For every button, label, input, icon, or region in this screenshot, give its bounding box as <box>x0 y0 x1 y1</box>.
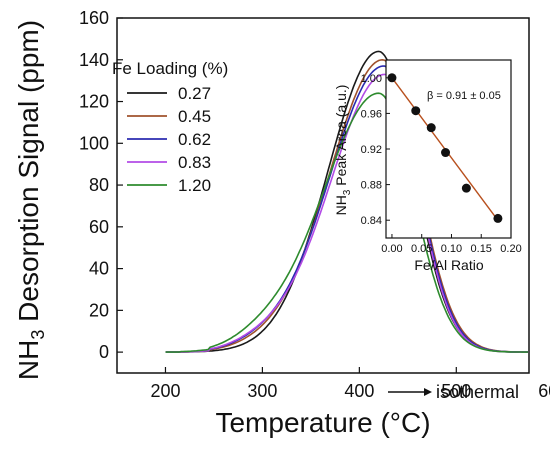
main-y-tick-label: 120 <box>79 92 109 112</box>
series-line-0-83 <box>165 73 528 353</box>
legend-label-0-83: 0.83 <box>178 153 211 172</box>
legend-label-1-20: 1.20 <box>178 176 211 195</box>
main-axis-ticks: 200 300 400 500 600 0 20 40 60 80 100 120 140 160 <box>79 8 550 401</box>
inset-y-tick-label: 0.88 <box>361 180 382 192</box>
inset-x-tick-label: 0.05 <box>411 243 432 255</box>
inset-x-tick-label: 0.20 <box>500 243 521 255</box>
series-line-0-45 <box>165 58 528 353</box>
inset-y-axis-label: NH3 Peak Area (a.u.) <box>333 85 353 216</box>
isothermal-label: isothermal <box>436 382 519 402</box>
main-y-tick-label: 140 <box>79 50 109 70</box>
inset-y-tick-label: 1.00 <box>361 73 382 85</box>
inset-annotation: β = 0.91 ± 0.05 <box>427 90 501 102</box>
main-y-tick-label: 160 <box>79 8 109 28</box>
isothermal-arrow-head <box>424 388 432 396</box>
inset-data-point <box>426 123 436 133</box>
inset-data-point <box>441 148 451 158</box>
main-y-tick-label: 80 <box>89 175 109 195</box>
series-line-1-20 <box>165 92 528 353</box>
inset-x-tick-label: 0.15 <box>471 243 492 255</box>
main-y-tick-label: 20 <box>89 300 109 320</box>
legend-label-0-62: 0.62 <box>178 130 211 149</box>
inset-data-point <box>411 106 421 116</box>
main-x-tick-label: 300 <box>247 381 277 401</box>
main-x-tick-label: 600 <box>538 381 550 401</box>
main-y-tick-label: 60 <box>89 217 109 237</box>
isothermal-annotation: isothermal <box>388 382 519 402</box>
main-y-tick-label: 40 <box>89 259 109 279</box>
legend: Fe Loading (%) 0.27 0.45 0.62 0.83 1.20 <box>112 59 228 195</box>
legend-label-0-27: 0.27 <box>178 84 211 103</box>
legend-items: 0.27 0.45 0.62 0.83 1.20 <box>127 84 211 195</box>
main-y-axis-label: NH3 Desorption Signal (ppm) <box>13 20 48 380</box>
inset-y-tick-label: 0.92 <box>361 144 382 156</box>
legend-label-0-45: 0.45 <box>178 107 211 126</box>
inset-chart: 0.00 0.05 0.10 0.15 0.20 0.84 0.88 0.92 0.96 1.00… <box>333 59 522 273</box>
inset-data-point <box>493 213 503 223</box>
inset-axis-ticks: 0.00 0.05 0.10 0.15 0.20 0.84 0.88 0.92 0.96 1.00 <box>361 73 522 255</box>
main-x-axis-label: Temperature (°C) <box>215 407 430 438</box>
inset-data-point <box>387 73 397 83</box>
main-y-tick-label: 0 <box>99 342 109 362</box>
inset-x-axis-label: Fe/Al Ratio <box>414 257 483 273</box>
inset-x-tick-label: 0.00 <box>381 243 402 255</box>
main-x-tick-label: 500 <box>441 381 471 401</box>
main-y-tick-label: 100 <box>79 133 109 153</box>
inset-data-point <box>461 183 471 193</box>
inset-marks <box>387 73 503 223</box>
main-plot-frame <box>116 17 530 374</box>
inset-y-tick-label: 0.96 <box>361 108 382 120</box>
main-x-tick-label: 200 <box>150 381 180 401</box>
inset-plot-frame <box>385 59 512 239</box>
inset-x-tick-label: 0.10 <box>441 243 462 255</box>
main-series-lines <box>165 50 528 353</box>
legend-title: Fe Loading (%) <box>112 59 228 78</box>
inset-y-tick-label: 0.84 <box>361 215 382 227</box>
main-x-tick-label: 400 <box>344 381 374 401</box>
